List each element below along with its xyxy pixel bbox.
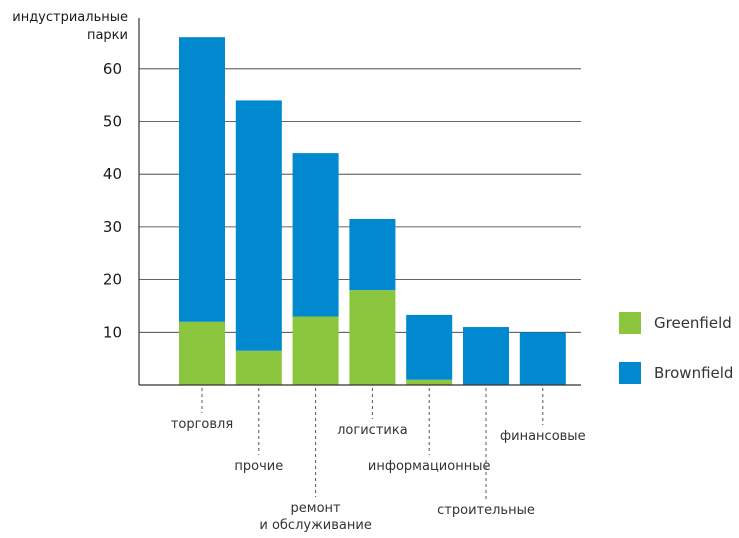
y-tick-label: 40 <box>103 165 122 183</box>
y-axis-label-line-2: парки <box>87 28 128 43</box>
category-label: и обслуживание <box>259 518 371 533</box>
bars <box>179 37 566 385</box>
bar-greenfield-1 <box>235 350 282 385</box>
axes <box>138 18 581 386</box>
category-label: финансовые <box>500 429 586 444</box>
bar-greenfield-0 <box>179 321 225 385</box>
bar-greenfield-2 <box>292 316 339 385</box>
category-label: прочие <box>234 459 283 474</box>
category-labels: торговля прочие ремонт и обслуживание логист… <box>171 388 586 533</box>
bar-brownfield-2 <box>292 153 339 317</box>
legend-swatch-brownfield <box>619 362 641 384</box>
category-label: ремонт <box>291 501 342 516</box>
y-tick-label: 10 <box>103 323 122 341</box>
bar-brownfield-1 <box>235 100 282 351</box>
bar-greenfield-3 <box>349 290 396 385</box>
y-tick-label: 30 <box>103 218 122 236</box>
bar-brownfield-6 <box>519 332 566 385</box>
category-label: логистика <box>337 423 408 438</box>
y-tick-label: 20 <box>103 271 122 289</box>
category-label: информационные <box>368 459 491 474</box>
bar-brownfield-0 <box>179 37 225 322</box>
y-tick-label: 60 <box>103 60 122 78</box>
bar-brownfield-5 <box>463 327 509 385</box>
y-tick-labels: 10 20 30 40 50 60 <box>103 60 122 341</box>
legend-swatch-greenfield <box>619 312 641 334</box>
legend-label-greenfield: Greenfield <box>654 314 732 332</box>
category-label: строительные <box>437 503 535 518</box>
bar-brownfield-4 <box>406 314 453 380</box>
legend: Greenfield Brownfield <box>619 312 733 384</box>
y-tick-label: 50 <box>103 113 122 131</box>
legend-label-brownfield: Brownfield <box>654 364 733 382</box>
bar-greenfield-4 <box>406 379 453 385</box>
bar-brownfield-3 <box>349 218 396 291</box>
y-axis-label-line-1: индустриальные <box>12 10 128 25</box>
category-label: торговля <box>171 417 233 432</box>
